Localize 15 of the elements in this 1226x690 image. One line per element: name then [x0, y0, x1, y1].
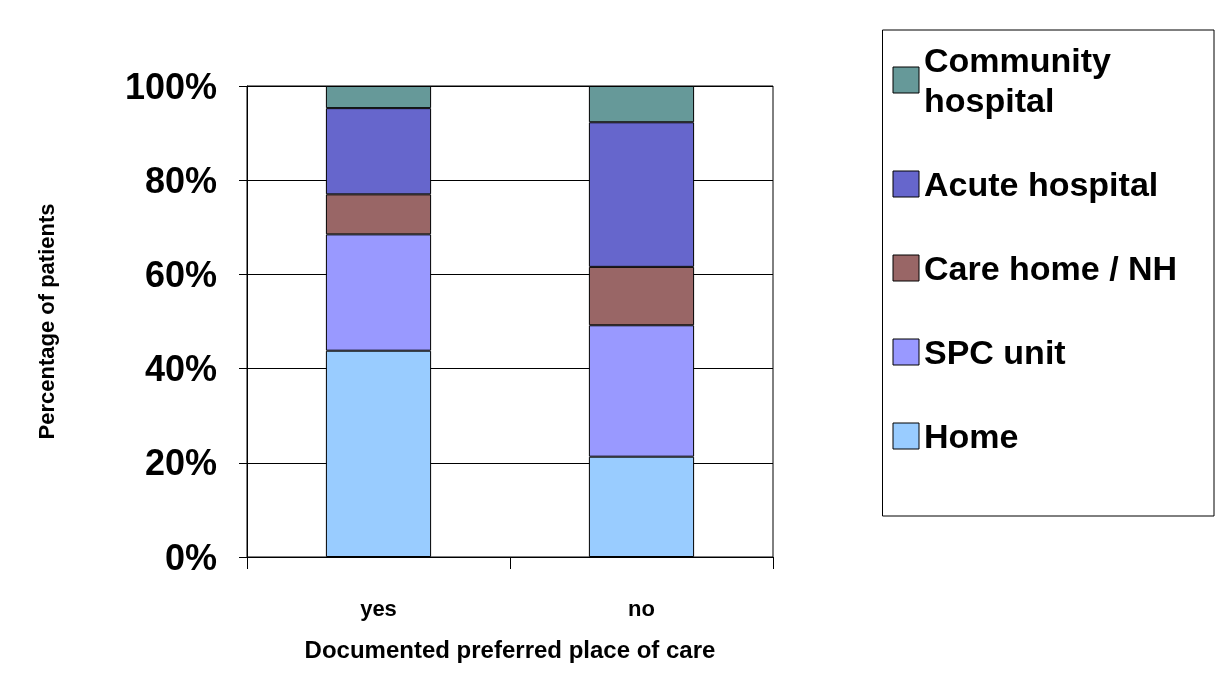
- legend-label: Acute hospital: [924, 165, 1159, 203]
- y-tick-label: 40%: [144, 348, 217, 390]
- y-axis-title: Percentage of patients: [33, 203, 59, 440]
- legend-label: Community hospital: [924, 41, 1121, 119]
- legend-label: Care home / NH: [924, 249, 1178, 287]
- y-tick-label: 0%: [164, 536, 217, 578]
- y-tick-label: 100%: [124, 65, 217, 107]
- legend-label: Home: [924, 417, 1019, 455]
- x-axis-title: Documented preferred place of care: [304, 635, 716, 663]
- y-tick-label: 20%: [144, 442, 217, 484]
- legend-label: SPC unit: [924, 333, 1066, 371]
- y-tick-label: 80%: [144, 159, 217, 201]
- x-tick-label: no: [628, 595, 655, 621]
- y-tick-label: 60%: [144, 253, 217, 295]
- x-tick-label: yes: [360, 595, 397, 621]
